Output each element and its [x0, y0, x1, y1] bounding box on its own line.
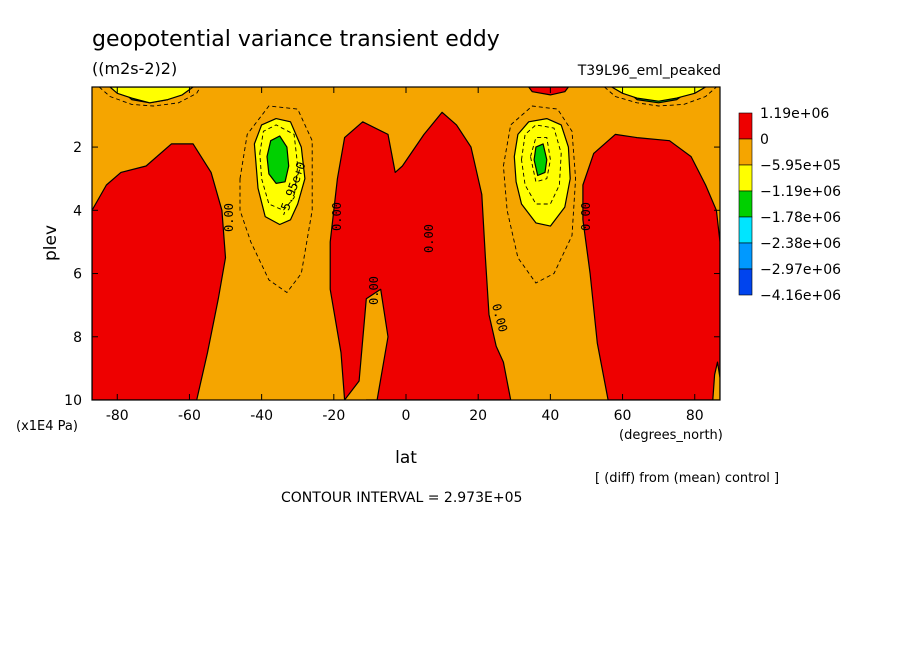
contour-region-sh-neg-green	[266, 135, 290, 184]
x-tick-label: -60	[178, 408, 201, 424]
legend-swatch	[738, 242, 753, 270]
contour-region-top-positive-blob	[528, 87, 570, 96]
legend-swatch	[738, 216, 753, 244]
legend-label: 1.19e+06	[760, 106, 829, 122]
legend-label: −4.16e+06	[760, 288, 841, 304]
dashed-contour	[98, 87, 201, 107]
color-legend: 1.19e+06 0 −5.95e+05 −1.19e+06 −1.78e+06 −2.3…	[738, 106, 841, 304]
contour-region-central-positive	[329, 111, 512, 400]
chart-units: ((m2s-2)2)	[92, 59, 177, 78]
legend-label: −1.19e+06	[760, 184, 841, 200]
dashed-contour	[521, 124, 562, 205]
x-tick-label: 60	[614, 408, 632, 424]
contour-region-nh-highlat-positive	[582, 133, 720, 400]
contour-region-nh-neg-green	[533, 143, 548, 177]
contour-fills	[92, 87, 720, 400]
legend-swatch	[738, 190, 753, 218]
dashed-contour	[502, 105, 577, 284]
chart-title: geopotential variance transient eddy	[92, 27, 500, 52]
legend-swatch	[738, 112, 753, 140]
dashed-contour	[239, 105, 313, 294]
legend-label: −5.95e+05	[760, 158, 841, 174]
y-tick-label: 4	[73, 203, 82, 219]
diff-note: [ (diff) from (mean) control ]	[595, 471, 779, 486]
y-tick-label: 6	[73, 267, 82, 283]
x-tick-label: 40	[541, 408, 559, 424]
x-tick-label: -20	[322, 408, 345, 424]
legend-label: 0	[760, 132, 769, 148]
contour-label-zero: 0.00	[330, 202, 344, 231]
legend-label: −2.97e+06	[760, 262, 841, 278]
x-tick-label: 0	[402, 408, 411, 424]
x-unit-label: (degrees_north)	[619, 428, 723, 443]
legend-label: −1.78e+06	[760, 210, 841, 226]
legend-label: −2.38e+06	[760, 236, 841, 252]
contour-region-sh-highlat-positive	[92, 143, 227, 400]
y-unit-label: (x1E4 Pa)	[16, 419, 78, 434]
x-tick-label: -40	[250, 408, 273, 424]
y-tick-label: 2	[73, 140, 82, 156]
legend-swatch	[738, 138, 753, 166]
x-tick-label: 20	[469, 408, 487, 424]
y-tick-label: 8	[73, 330, 82, 346]
dataset-label: T39L96_eml_peaked	[577, 63, 721, 79]
axes: -80 -60 -40 -20 0 20 40 60 80 2 4 6 8 10	[64, 87, 720, 424]
contour-region-nh-bottom-orange-sliver	[712, 361, 720, 400]
y-axis-label: plev	[41, 225, 61, 261]
dashed-contour	[259, 124, 299, 211]
contour-interval: CONTOUR INTERVAL = 2.973E+05	[281, 490, 522, 506]
x-tick-label: -80	[106, 408, 129, 424]
contour-dashed-lines	[98, 87, 718, 294]
contour-label-zero: 0.00	[579, 202, 593, 231]
contour-region-sh-top-yellow	[109, 87, 194, 104]
contour-region-nh-top-yellow	[611, 87, 707, 102]
legend-swatch	[738, 268, 753, 296]
legend-swatch	[738, 164, 753, 192]
contour-label-zero: 0.00	[422, 224, 436, 253]
contour-label-zero: 0.00	[367, 276, 381, 305]
x-axis-label: lat	[395, 448, 417, 468]
x-tick-label: 80	[686, 408, 704, 424]
dashed-contour	[603, 87, 718, 107]
y-tick-label: 10	[64, 393, 82, 409]
contour-label-zero: 0.00	[222, 203, 236, 232]
